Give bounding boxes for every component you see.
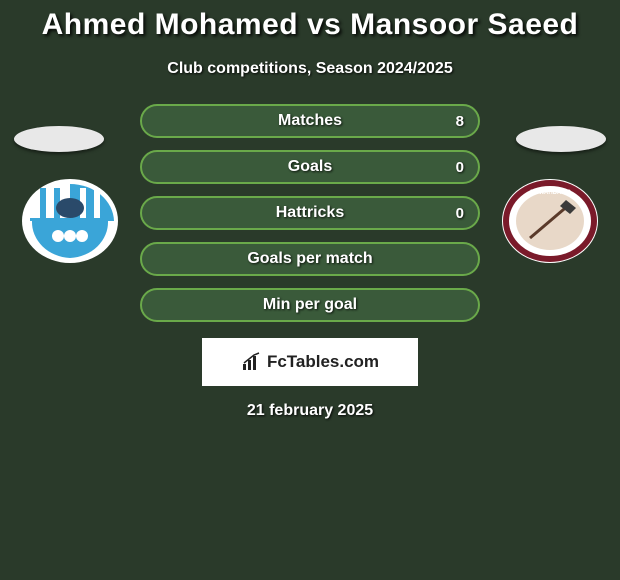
bars-icon (241, 352, 261, 372)
stat-label: Goals per match (247, 250, 372, 268)
watermark-text: FcTables.com (267, 352, 379, 372)
stat-value: 8 (456, 113, 464, 130)
stat-row-goals-per-match: Goals per match (140, 242, 480, 276)
stat-label: Matches (278, 112, 342, 130)
date-text: 21 february 2025 (0, 402, 620, 420)
svg-text:AL WAHDA FC: AL WAHDA FC (529, 190, 571, 196)
shield-icon: AL WAHDA FC (500, 178, 600, 264)
page-title: Ahmed Mohamed vs Mansoor Saeed (0, 8, 620, 42)
infographic-container: Ahmed Mohamed vs Mansoor Saeed Club comp… (0, 0, 620, 420)
stat-label: Hattricks (276, 204, 344, 222)
club-badge-right: AL WAHDA FC (500, 178, 600, 264)
club-badge-left (20, 178, 120, 264)
page-subtitle: Club competitions, Season 2024/2025 (0, 60, 620, 78)
watermark: FcTables.com (202, 338, 418, 386)
shield-icon (20, 178, 120, 264)
stat-value: 0 (456, 159, 464, 176)
stat-row-goals: Goals 0 (140, 150, 480, 184)
stat-label: Min per goal (263, 296, 357, 314)
stat-label: Goals (288, 158, 332, 176)
stat-row-min-per-goal: Min per goal (140, 288, 480, 322)
stat-value: 0 (456, 205, 464, 222)
player-left-placeholder (14, 126, 104, 152)
player-right-placeholder (516, 126, 606, 152)
stat-row-hattricks: Hattricks 0 (140, 196, 480, 230)
stat-row-matches: Matches 8 (140, 104, 480, 138)
